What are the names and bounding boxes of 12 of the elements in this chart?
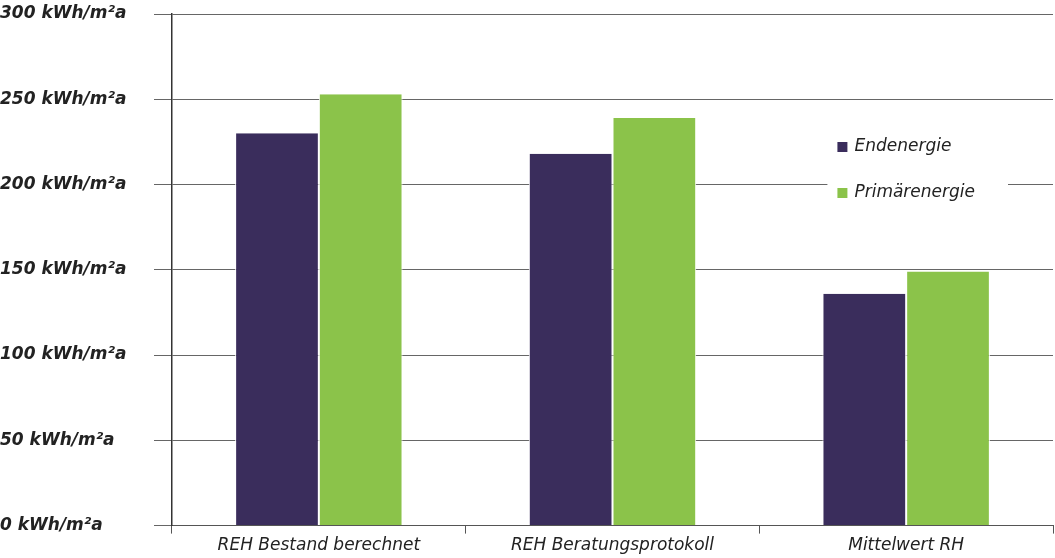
legend-label: Primärenergie: [854, 181, 976, 202]
y-tick-label: 150 kWh/m²a: [0, 258, 127, 279]
y-tick-label: 250 kWh/m²a: [0, 87, 127, 108]
y-tick-label: 50 kWh/m²a: [0, 428, 115, 449]
y-tick-label: 100 kWh/m²a: [0, 343, 127, 364]
x-tick-label: REH Beratungsprotokoll: [510, 534, 715, 555]
y-tick-label: 300 kWh/m²a: [0, 2, 127, 23]
y-tick-label: 200 kWh/m²a: [0, 172, 127, 193]
legend-label: Endenergie: [854, 135, 952, 156]
y-tick-label: 0 kWh/m²a: [0, 514, 103, 535]
x-tick-label: Mittelwert RH: [848, 534, 965, 555]
x-tick-label: REH Bestand berechnet: [217, 534, 422, 555]
